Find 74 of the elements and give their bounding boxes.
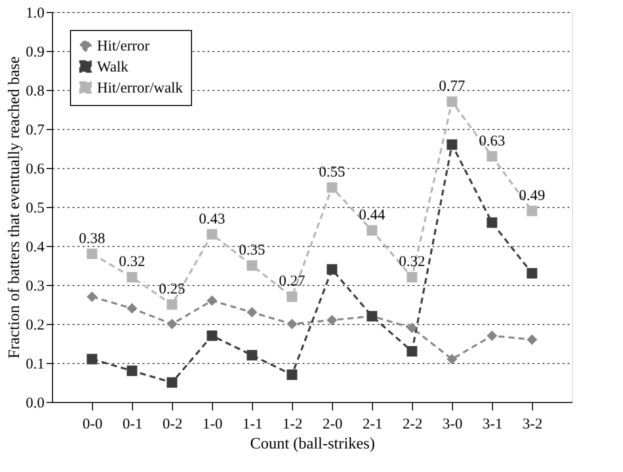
point (526, 206, 538, 216)
point (86, 291, 98, 302)
data-label: 0.77 (438, 78, 466, 95)
point (206, 229, 218, 240)
x-tick-label: 1-1 (242, 416, 262, 432)
x-tick-label: 2-2 (402, 416, 422, 432)
legend-label: Hit/error/walk (97, 80, 184, 96)
point (206, 330, 218, 341)
point (286, 291, 298, 302)
point (126, 366, 138, 376)
data-label: 0.63 (478, 133, 506, 150)
x-tick-label: 3-2 (522, 416, 542, 432)
legend-label: Walk (97, 60, 129, 76)
point (286, 369, 298, 380)
y-tick-label: 0.7 (26, 122, 45, 138)
point (486, 217, 498, 228)
point (166, 377, 178, 388)
point (86, 248, 98, 260)
data-label: 0.44 (358, 207, 386, 224)
y-axis-title: Fraction of batters that eventually reached base (6, 56, 23, 359)
data-label: 0.32 (118, 254, 146, 270)
x-tick-label: 2-1 (362, 416, 382, 432)
x-tick-label: 1-2 (282, 416, 302, 432)
x-tick-label: 3-1 (482, 416, 502, 432)
y-tick-label: 0.0 (26, 396, 44, 412)
point (446, 139, 458, 150)
point (526, 268, 538, 279)
point (406, 346, 418, 357)
point (326, 314, 338, 326)
point (246, 260, 258, 271)
point (326, 182, 338, 193)
y-tick-label: 1.0 (26, 6, 44, 22)
x-tick-label: 1-0 (202, 416, 222, 432)
point (126, 272, 138, 282)
data-label: 0.55 (318, 164, 346, 180)
point (526, 334, 538, 345)
x-tick-label: 0-0 (82, 416, 102, 432)
y-tick-label: 0.8 (26, 84, 44, 100)
point (446, 354, 458, 364)
point (486, 151, 498, 162)
x-tick-label: 0-2 (162, 416, 182, 432)
point (166, 299, 178, 310)
data-label: 0.49 (518, 188, 546, 204)
point (86, 354, 98, 364)
data-label: 0.35 (238, 242, 266, 258)
legend-label: Hit/error (97, 38, 150, 54)
x-axis-title: Count (ball-strikes) (250, 436, 375, 452)
x-tick-label: 3-0 (442, 416, 462, 432)
point (406, 272, 418, 282)
y-tick-label: 0.5 (26, 200, 44, 216)
y-tick-label: 0.1 (26, 356, 44, 372)
data-label: 0.38 (78, 230, 106, 247)
y-tick-label: 0.9 (26, 44, 44, 60)
point (166, 318, 178, 330)
data-label: 0.32 (398, 254, 426, 270)
data-label: 0.27 (278, 274, 306, 290)
data-label: 0.25 (158, 282, 186, 298)
point (126, 303, 138, 314)
point (206, 295, 218, 306)
data-label: 0.43 (198, 211, 226, 228)
y-tick-label: 0.4 (26, 240, 45, 256)
x-tick-label: 2-0 (322, 416, 342, 432)
x-tick-label: 0-1 (122, 416, 142, 432)
y-tick-label: 0.6 (26, 162, 45, 178)
point (446, 96, 458, 107)
y-tick-label: 0.3 (26, 278, 44, 294)
point (366, 225, 378, 236)
point (286, 318, 298, 330)
point (486, 330, 498, 341)
point (406, 322, 418, 334)
point (246, 350, 258, 360)
point (246, 307, 258, 318)
point (326, 264, 338, 275)
y-tick-label: 0.2 (26, 318, 44, 334)
